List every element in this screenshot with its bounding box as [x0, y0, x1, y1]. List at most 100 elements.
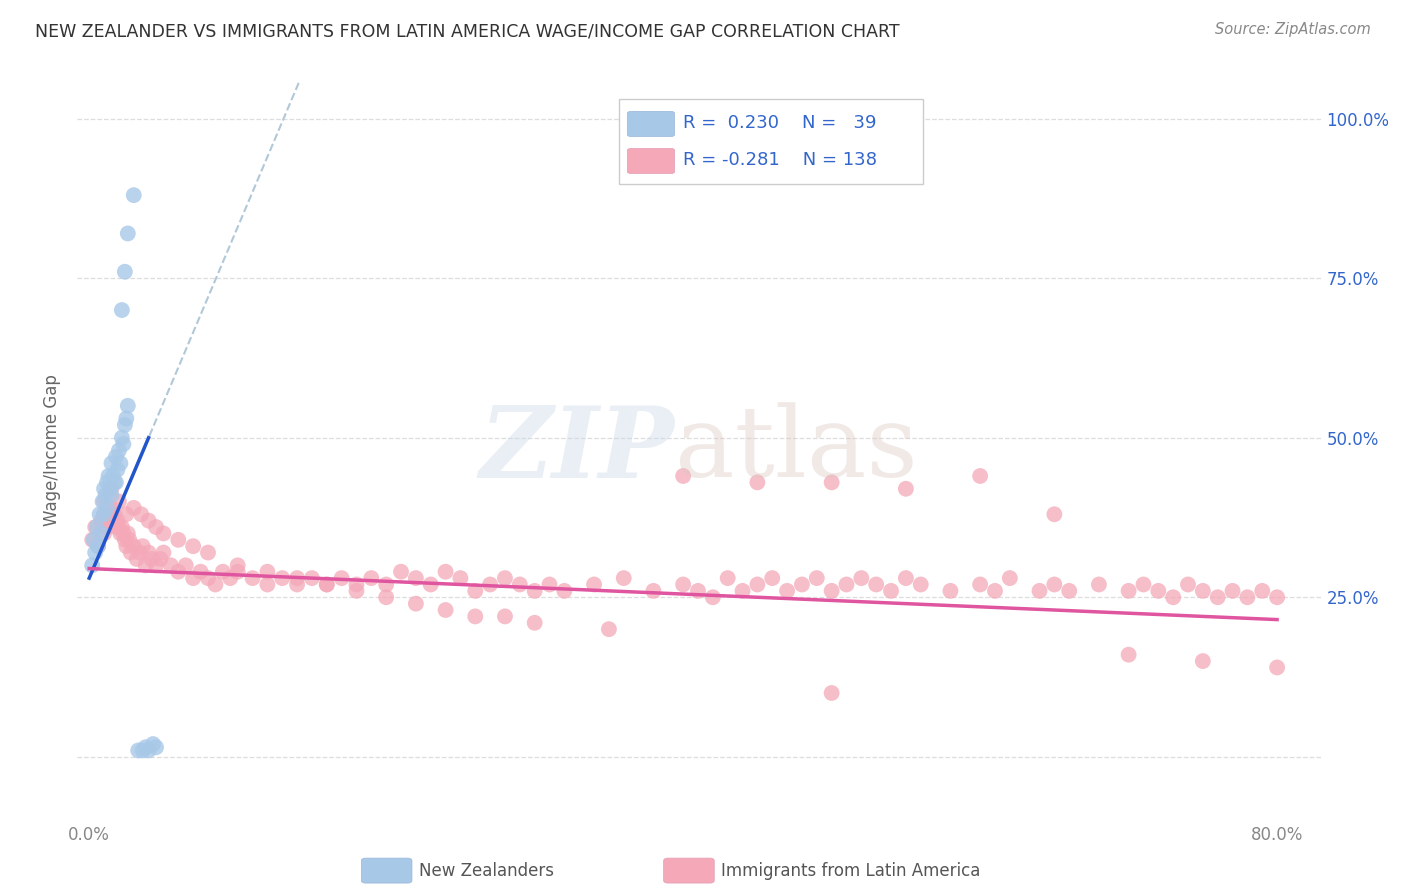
Point	[142, 737, 165, 751]
Point	[242, 571, 264, 585]
Point	[969, 577, 991, 591]
Point	[96, 475, 118, 490]
Point	[118, 533, 141, 547]
Point	[346, 577, 368, 591]
Point	[97, 469, 120, 483]
Point	[110, 526, 132, 541]
Point	[100, 456, 122, 470]
Point	[1043, 508, 1066, 522]
Point	[129, 508, 152, 522]
Point	[114, 417, 136, 432]
Point	[285, 577, 308, 591]
Point	[110, 456, 132, 470]
Point	[643, 583, 665, 598]
Point	[271, 571, 294, 585]
Point	[1222, 583, 1244, 598]
Point	[135, 740, 157, 755]
Point	[174, 558, 197, 573]
Point	[479, 577, 502, 591]
Point	[131, 743, 153, 757]
Point	[419, 577, 441, 591]
Point	[103, 475, 125, 490]
Point	[747, 475, 769, 490]
Point	[204, 577, 226, 591]
Point	[880, 583, 903, 598]
Point	[100, 482, 122, 496]
Point	[1118, 648, 1140, 662]
Point	[761, 571, 783, 585]
Point	[1236, 591, 1258, 605]
Point	[434, 603, 457, 617]
Point	[120, 545, 142, 559]
Point	[464, 609, 486, 624]
Point	[910, 577, 932, 591]
Point	[115, 539, 138, 553]
Point	[330, 571, 353, 585]
Point	[138, 514, 160, 528]
Point	[114, 265, 136, 279]
Point	[301, 571, 323, 585]
Point	[894, 571, 917, 585]
Point	[101, 469, 124, 483]
Y-axis label: Wage/Income Gap: Wage/Income Gap	[44, 375, 62, 526]
Point	[145, 740, 167, 755]
Point	[135, 558, 157, 573]
Point	[90, 526, 112, 541]
Point	[117, 526, 139, 541]
Point	[1265, 591, 1288, 605]
Point	[115, 508, 138, 522]
Point	[97, 514, 120, 528]
Text: Immigrants from Latin America: Immigrants from Latin America	[721, 862, 980, 880]
Point	[145, 558, 167, 573]
Point	[360, 571, 382, 585]
Text: R = -0.281    N = 138: R = -0.281 N = 138	[683, 152, 877, 169]
Point	[128, 545, 150, 559]
Point	[494, 571, 516, 585]
Point	[731, 583, 754, 598]
Point	[523, 583, 546, 598]
Point	[1251, 583, 1274, 598]
Point	[523, 615, 546, 630]
Point	[167, 565, 190, 579]
Point	[538, 577, 561, 591]
Point	[1132, 577, 1154, 591]
Point	[790, 577, 813, 591]
Point	[114, 533, 136, 547]
Point	[86, 520, 108, 534]
Text: ZIP: ZIP	[479, 402, 675, 499]
Point	[108, 494, 131, 508]
Point	[583, 577, 606, 591]
Point	[93, 494, 115, 508]
Point	[82, 558, 104, 573]
Point	[83, 533, 105, 547]
Point	[197, 571, 219, 585]
Point	[93, 482, 115, 496]
Point	[865, 577, 887, 591]
Point	[998, 571, 1021, 585]
Point	[984, 583, 1007, 598]
Point	[494, 609, 516, 624]
Point	[94, 488, 117, 502]
Point	[405, 597, 427, 611]
Point	[141, 552, 163, 566]
Point	[1028, 583, 1050, 598]
Point	[1057, 583, 1080, 598]
Text: atlas: atlas	[675, 402, 917, 499]
Point	[672, 469, 695, 483]
Point	[93, 508, 115, 522]
Point	[93, 508, 115, 522]
Point	[389, 565, 412, 579]
Point	[820, 583, 842, 598]
Point	[672, 577, 695, 591]
Point	[107, 462, 129, 476]
Point	[111, 520, 134, 534]
Point	[256, 565, 278, 579]
Point	[103, 508, 125, 522]
Point	[1088, 577, 1111, 591]
Point	[747, 577, 769, 591]
Point	[90, 514, 112, 528]
Point	[285, 571, 308, 585]
Point	[686, 583, 709, 598]
Point	[98, 508, 121, 522]
Point	[464, 583, 486, 598]
